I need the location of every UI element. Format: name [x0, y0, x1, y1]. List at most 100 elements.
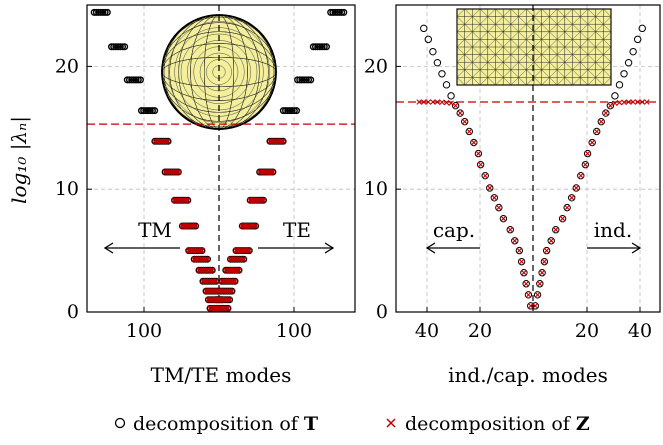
point-z [521, 269, 527, 276]
point-t [615, 81, 624, 89]
legend-marker-t [114, 417, 126, 429]
point-t [602, 109, 610, 117]
point-z [199, 278, 220, 285]
point-t [279, 107, 301, 115]
plate-mesh [456, 8, 612, 86]
point-t [447, 92, 455, 100]
point-z [527, 303, 534, 309]
point-t [563, 203, 571, 212]
point-t [481, 171, 489, 180]
point-z [625, 99, 632, 105]
arrow-head [103, 242, 114, 254]
point-z [644, 99, 650, 105]
point-z [434, 99, 441, 105]
point-t [536, 280, 544, 288]
point-t [438, 70, 446, 78]
point-t [511, 237, 519, 245]
plate-mesh-inset [456, 8, 612, 86]
right-ticks: 0 10 20 40 20 20 40 [364, 55, 652, 342]
x-tick-label: 40 [628, 320, 652, 342]
point-t [465, 127, 473, 136]
point-t [606, 101, 615, 110]
point-t [461, 117, 469, 126]
y-tick-label: 20 [55, 55, 79, 77]
point-z [634, 99, 641, 105]
x-tick-label: 20 [468, 320, 492, 342]
point-t [538, 269, 546, 277]
point-t [327, 8, 348, 16]
right-x-axis-label: ind./cap. modes [448, 363, 608, 387]
point-t [540, 257, 549, 266]
point-z [162, 169, 182, 176]
point-t [558, 214, 567, 223]
point-t [597, 117, 605, 126]
point-z [179, 223, 199, 230]
point-t [567, 194, 576, 202]
point-t [476, 160, 485, 169]
point-t [108, 43, 129, 51]
point-z [552, 226, 559, 233]
point-z [191, 256, 211, 263]
point-z [471, 139, 477, 146]
point-t [638, 24, 646, 33]
sphere-mesh-inset [161, 14, 277, 130]
arrow-head [631, 242, 642, 254]
point-z [151, 138, 172, 145]
point-t [424, 35, 433, 44]
x-tick-label: 40 [415, 320, 439, 342]
point-t [531, 302, 539, 310]
point-z [482, 172, 488, 179]
point-t [486, 184, 494, 192]
left-panel: TM TE 0 10 20 100 100 TM/TE modes [55, 4, 356, 387]
point-t [499, 214, 508, 223]
point-z [568, 195, 575, 201]
y-tick-label: 10 [55, 178, 79, 200]
point-z [512, 237, 518, 244]
left-frame [86, 4, 356, 313]
point-t [442, 81, 451, 89]
y-tick-label: 0 [67, 301, 79, 323]
point-t [495, 203, 503, 212]
point-z [578, 172, 584, 179]
right-marks: cap. ind. [396, 5, 660, 312]
point-z [518, 258, 525, 265]
point-z [589, 139, 595, 146]
point-z [171, 197, 191, 204]
x-tick-label: 20 [575, 320, 599, 342]
point-t [451, 101, 460, 110]
point-z [466, 128, 473, 135]
point-z [457, 110, 463, 116]
point-t [611, 92, 619, 100]
arrow-head [425, 242, 436, 254]
point-z [534, 292, 541, 298]
point-t [137, 107, 159, 115]
legend-label-z: decomposition of Z [405, 413, 590, 435]
point-z [247, 197, 267, 204]
y-tick-label: 10 [364, 178, 388, 200]
point-t [552, 226, 560, 234]
point-t [517, 257, 526, 266]
point-z [639, 99, 646, 105]
left-marks: TM TE [87, 5, 355, 312]
point-t [456, 109, 464, 117]
point-z [612, 100, 618, 107]
point-t [629, 47, 637, 56]
point-z [525, 292, 532, 298]
point-t [577, 171, 585, 180]
sphere-mesh [161, 14, 277, 130]
point-z [211, 305, 231, 312]
point-z [593, 128, 600, 135]
point-z [559, 215, 566, 222]
point-z [523, 280, 529, 287]
point-z [266, 138, 287, 145]
x-tick-label: 100 [276, 320, 312, 342]
point-z [196, 267, 216, 274]
point-t [572, 184, 580, 192]
point-z [603, 110, 609, 116]
point-z [573, 185, 580, 191]
y-tick-label: 20 [364, 55, 388, 77]
point-t [420, 24, 428, 33]
point-z [477, 161, 484, 168]
point-z [475, 150, 482, 157]
point-z [541, 258, 548, 265]
